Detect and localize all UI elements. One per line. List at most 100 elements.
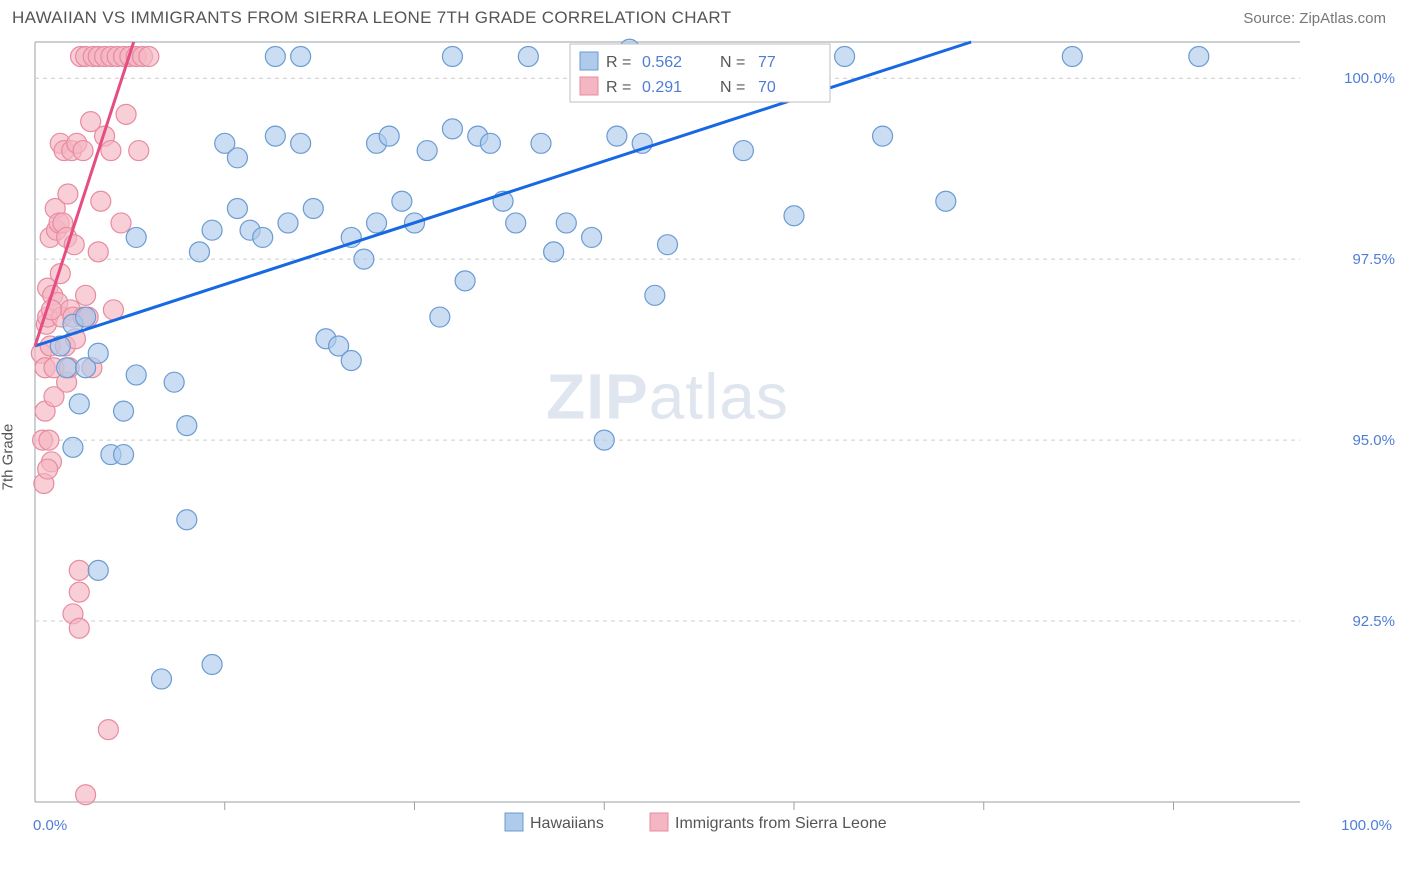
legend-r-blue: 0.562 (642, 54, 682, 71)
data-point (379, 126, 399, 146)
data-point (69, 582, 89, 602)
y-tick-label: 95.0% (1352, 432, 1395, 449)
data-point (101, 141, 121, 161)
data-point (152, 669, 172, 689)
data-point (658, 235, 678, 255)
data-point (582, 227, 602, 247)
watermark: ZIPatlas (546, 360, 789, 432)
data-point (265, 126, 285, 146)
data-point (506, 213, 526, 233)
data-point (88, 343, 108, 363)
data-point (177, 416, 197, 436)
source-label: Source: ZipAtlas.com (1243, 10, 1386, 27)
data-point (1189, 46, 1209, 66)
data-point (392, 191, 412, 211)
legend-n-label: N = (720, 79, 745, 96)
source-prefix: Source: (1243, 10, 1299, 27)
legend-swatch-pink (580, 77, 598, 95)
data-point (126, 227, 146, 247)
data-point (417, 141, 437, 161)
y-tick-label: 92.5% (1352, 613, 1395, 630)
data-point (645, 285, 665, 305)
data-point (291, 133, 311, 153)
data-point (58, 184, 78, 204)
y-axis-label: 7th Grade (0, 424, 17, 491)
data-point (88, 242, 108, 262)
data-point (1062, 46, 1082, 66)
data-point (784, 206, 804, 226)
data-point (303, 198, 323, 218)
data-point (114, 401, 134, 421)
data-point (291, 46, 311, 66)
y-tick-label: 97.5% (1352, 251, 1395, 268)
data-point (88, 560, 108, 580)
bottom-legend-pink: Immigrants from Sierra Leone (675, 815, 887, 832)
data-point (189, 242, 209, 262)
data-point (430, 307, 450, 327)
data-point (253, 227, 273, 247)
data-point (556, 213, 576, 233)
trend-line-blue (35, 42, 971, 346)
bottom-legend-blue: Hawaiians (530, 815, 604, 832)
data-point (442, 46, 462, 66)
data-point (116, 104, 136, 124)
data-point (518, 46, 538, 66)
legend-n-blue: 77 (758, 54, 776, 71)
data-point (76, 285, 96, 305)
data-point (936, 191, 956, 211)
data-point (202, 654, 222, 674)
x-min-label: 0.0% (33, 817, 67, 834)
chart-area: 7th Grade 92.5% 95.0% 97.5% 100.0% 0.0% 100.0… (0, 32, 1406, 882)
x-max-label: 100.0% (1341, 817, 1392, 834)
data-point (442, 119, 462, 139)
data-point (835, 46, 855, 66)
data-point (873, 126, 893, 146)
legend-swatch-blue (580, 52, 598, 70)
data-point (57, 358, 77, 378)
data-point (69, 394, 89, 414)
data-point (39, 430, 59, 450)
data-point (38, 459, 58, 479)
data-point (126, 365, 146, 385)
data-point (227, 148, 247, 168)
data-point (177, 510, 197, 530)
data-point (139, 46, 159, 66)
data-point (341, 350, 361, 370)
data-point (114, 445, 134, 465)
legend-r-pink: 0.291 (642, 79, 682, 96)
data-point (265, 46, 285, 66)
legend-r-label: R = (606, 79, 631, 96)
bottom-swatch-pink (650, 813, 668, 831)
legend-n-pink: 70 (758, 79, 776, 96)
data-point (594, 430, 614, 450)
data-point (354, 249, 374, 269)
data-point (91, 191, 111, 211)
data-point (76, 785, 96, 805)
data-point (69, 560, 89, 580)
y-tick-label: 100.0% (1344, 70, 1395, 87)
data-point (98, 720, 118, 740)
data-point (480, 133, 500, 153)
data-point (76, 307, 96, 327)
data-point (607, 126, 627, 146)
data-point (733, 141, 753, 161)
bottom-swatch-blue (505, 813, 523, 831)
data-point (63, 437, 83, 457)
legend-r-label: R = (606, 54, 631, 71)
data-point (69, 618, 89, 638)
data-point (129, 141, 149, 161)
data-point (367, 213, 387, 233)
data-point (202, 220, 222, 240)
data-point (544, 242, 564, 262)
data-point (531, 133, 551, 153)
legend-n-label: N = (720, 54, 745, 71)
data-point (455, 271, 475, 291)
data-point (73, 141, 93, 161)
data-point (227, 198, 247, 218)
chart-title: HAWAIIAN VS IMMIGRANTS FROM SIERRA LEONE… (12, 8, 731, 28)
scatter-chart-svg: 92.5% 95.0% 97.5% 100.0% 0.0% 100.0% ZIPatlas R… (0, 32, 1406, 862)
source-name: ZipAtlas.com (1299, 10, 1386, 27)
data-point (111, 213, 131, 233)
data-point (278, 213, 298, 233)
data-point (164, 372, 184, 392)
